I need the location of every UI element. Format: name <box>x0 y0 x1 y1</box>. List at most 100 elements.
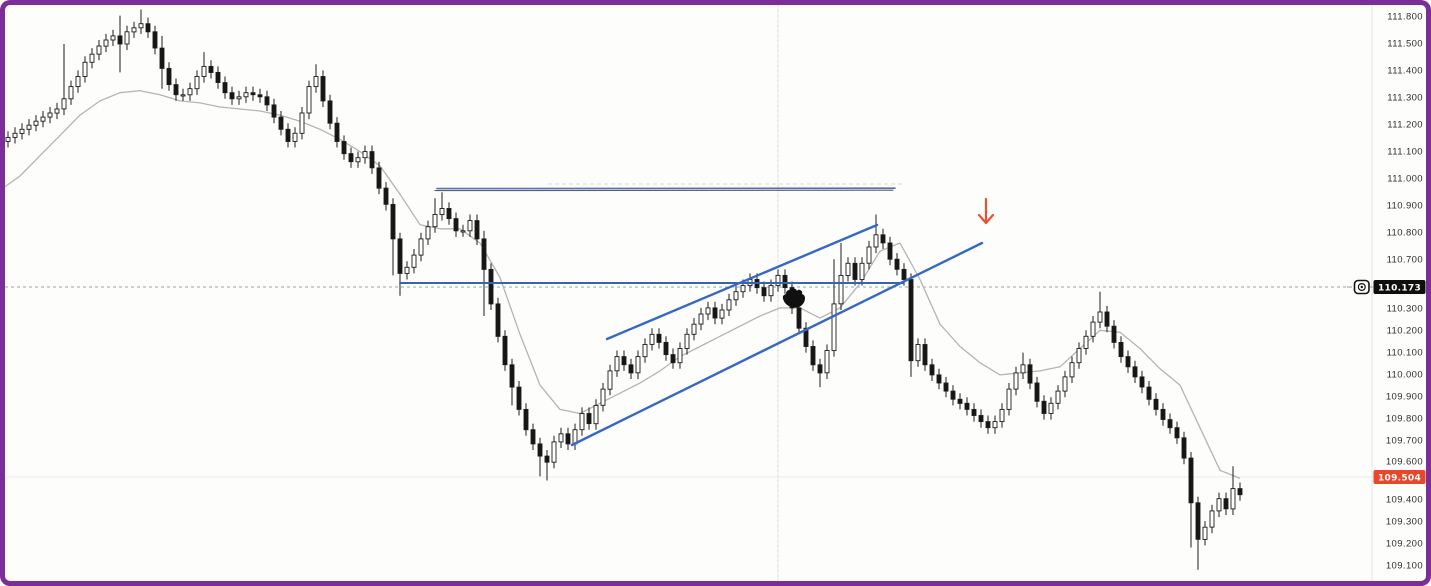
axis-label: 109.600 <box>1386 457 1423 468</box>
alert-price-badge-text: 109.504 <box>1378 474 1421 484</box>
candle-body <box>852 262 858 280</box>
candle-body <box>173 84 179 96</box>
candle-body <box>901 268 907 280</box>
candle-body <box>243 92 249 98</box>
candle-body <box>75 76 81 88</box>
candle-body <box>68 86 74 100</box>
axis-label: 110.700 <box>1387 255 1423 266</box>
candle-body <box>89 53 95 63</box>
candle-body <box>334 122 340 142</box>
candle-body <box>971 408 977 416</box>
candle-body <box>82 61 88 77</box>
candle-body <box>474 220 480 240</box>
candle-body <box>628 364 634 374</box>
candle-body <box>1055 390 1061 404</box>
axis-label: 110.200 <box>1387 326 1423 337</box>
candle-body <box>124 31 130 45</box>
candle-body <box>61 98 67 110</box>
candle-body <box>222 82 228 94</box>
countdown-clock-icon <box>1347 279 1373 295</box>
candle-body <box>383 187 389 205</box>
current-price-badge <box>1373 280 1426 294</box>
candle-body <box>642 344 648 358</box>
axis-label: 111.500 <box>1387 39 1423 50</box>
candle-body <box>299 112 305 134</box>
candle-body <box>166 67 172 86</box>
candle-body <box>635 356 641 374</box>
price-badges: 110.173 109.504 <box>1347 279 1426 484</box>
candle-body <box>1174 427 1180 439</box>
channel-lower[interactable] <box>570 241 984 447</box>
candle-body <box>831 303 837 352</box>
candle-body <box>663 341 669 356</box>
candle-body <box>446 208 452 220</box>
candle-body <box>1209 510 1215 528</box>
candle-body <box>1188 457 1194 504</box>
candle-body <box>54 108 60 114</box>
axis-label: 109.800 <box>1386 414 1423 425</box>
chart-plot-area[interactable]: 111.800 111.500 111.400 111.300 111.200 111.1… <box>5 5 1426 581</box>
candle-body <box>1167 419 1173 429</box>
candle-body <box>432 214 438 228</box>
candle-body <box>194 76 200 90</box>
candle-body <box>453 218 459 232</box>
candle-body <box>1104 311 1110 327</box>
candle-body <box>859 262 865 280</box>
candle-body <box>726 299 732 311</box>
candle-body <box>376 167 382 189</box>
axis-label: 109.700 <box>1386 436 1423 447</box>
candle-body <box>187 88 193 96</box>
candle-body <box>33 120 39 126</box>
candle-body <box>502 335 508 366</box>
candle-body <box>509 364 515 388</box>
candle-body <box>418 238 424 256</box>
candle-body <box>943 382 949 392</box>
candle-body <box>712 307 718 319</box>
candle-body <box>131 27 137 33</box>
countdown-icon-ring <box>1357 283 1366 292</box>
axis-label: 109.100 <box>1386 561 1423 572</box>
candle-body <box>201 65 207 77</box>
trendlines-layer[interactable] <box>399 187 984 447</box>
sell-arrow-annotation[interactable] <box>977 197 995 225</box>
candle-body <box>1153 398 1159 410</box>
candles-layer <box>5 9 1243 570</box>
candle-body <box>1223 498 1229 510</box>
candle-body <box>621 356 627 366</box>
candle-body <box>1083 335 1089 349</box>
channel-upper[interactable] <box>605 223 879 341</box>
candle-body <box>838 274 844 305</box>
candle-body <box>1132 366 1138 378</box>
candle-body <box>348 153 354 163</box>
candle-body <box>1090 321 1096 337</box>
candle-body <box>425 226 431 240</box>
candle-body <box>1181 437 1187 459</box>
price-axis[interactable]: 111.800 111.500 111.400 111.300 111.200 111.1… <box>1371 5 1423 581</box>
axis-label: 110.100 <box>1387 348 1423 359</box>
candle-body <box>292 132 298 142</box>
axis-label: 109.300 <box>1386 517 1423 528</box>
alert-price-badge <box>1373 470 1426 484</box>
candle-body <box>810 346 816 366</box>
candle-body <box>355 157 361 163</box>
axis-label: 111.000 <box>1387 174 1423 185</box>
countdown-icon-dot <box>1360 285 1364 289</box>
candle-body <box>439 208 445 216</box>
candle-body <box>180 94 186 97</box>
moving-average-line <box>5 90 1241 480</box>
candle-body <box>369 151 375 169</box>
candle-body <box>565 433 571 445</box>
axis-label: 111.100 <box>1387 147 1423 158</box>
candle-body <box>922 344 928 366</box>
candle-body <box>929 364 935 376</box>
candle-body <box>985 421 991 429</box>
candle-body <box>894 258 900 270</box>
candle-body <box>488 268 494 305</box>
axis-label: 109.200 <box>1386 539 1423 550</box>
candle-body <box>1020 364 1026 374</box>
candle-body <box>775 274 781 286</box>
hand-cursor-shape <box>782 288 805 308</box>
candle-body <box>159 47 165 69</box>
candle-body <box>1237 488 1243 496</box>
candle-body <box>103 39 109 47</box>
